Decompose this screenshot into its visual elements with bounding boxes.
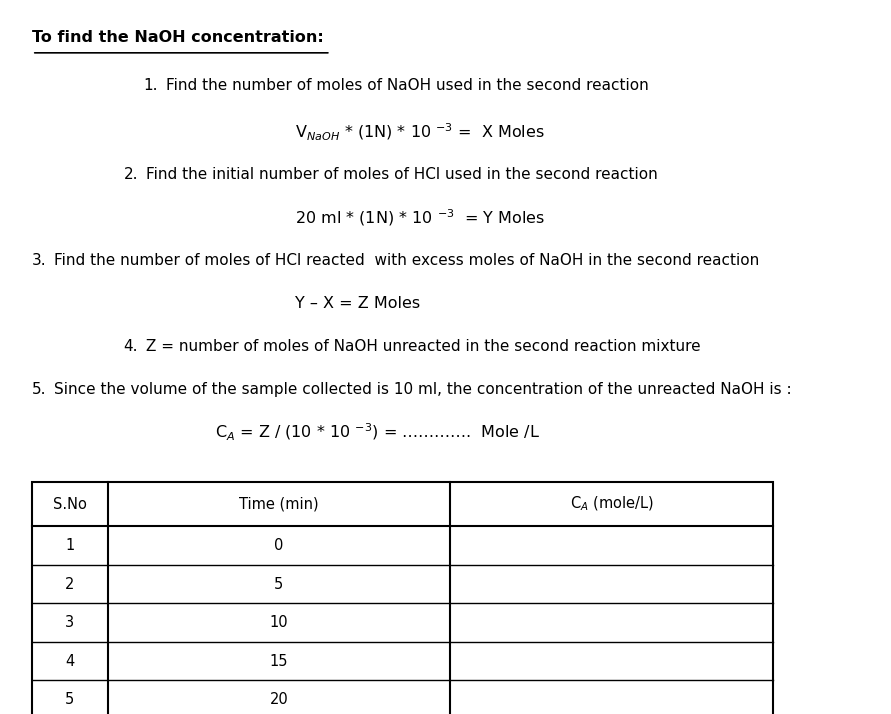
Text: S.No: S.No [53,496,86,512]
Text: 20 ml * (1N) * 10 $^{-3}$  = Y Moles: 20 ml * (1N) * 10 $^{-3}$ = Y Moles [295,208,544,228]
Text: 10: 10 [270,615,289,630]
Text: Find the number of moles of HCl reacted  with excess moles of NaOH in the second: Find the number of moles of HCl reacted … [54,253,759,268]
Text: 15: 15 [270,653,288,669]
Text: 3.: 3. [32,253,46,268]
Text: Z = number of moles of NaOH unreacted in the second reaction mixture: Z = number of moles of NaOH unreacted in… [146,338,700,354]
Text: 5: 5 [65,692,74,708]
Text: 1.: 1. [143,78,158,94]
Text: 20: 20 [270,692,289,708]
Text: To find the NaOH concentration:: To find the NaOH concentration: [32,30,323,45]
Text: 4.: 4. [124,338,138,354]
Text: Y – X = Z Moles: Y – X = Z Moles [295,296,420,311]
Text: V$_{NaOH}$ * (1N) * 10 $^{-3}$ =  X Moles: V$_{NaOH}$ * (1N) * 10 $^{-3}$ = X Moles [295,121,544,143]
Text: 1: 1 [65,538,74,553]
Text: 2: 2 [65,576,75,592]
Text: 2.: 2. [124,167,138,183]
Text: 4: 4 [65,653,74,669]
Text: 3: 3 [65,615,74,630]
Text: 0: 0 [274,538,283,553]
Text: Find the number of moles of NaOH used in the second reaction: Find the number of moles of NaOH used in… [166,78,649,94]
Text: Since the volume of the sample collected is 10 ml, the concentration of the unre: Since the volume of the sample collected… [54,381,792,397]
Text: C$_A$ = Z / (10 * 10 $^{-3}$) = ………….  Mole /L: C$_A$ = Z / (10 * 10 $^{-3}$) = …………. Mo… [215,421,540,443]
Text: 5.: 5. [32,381,46,397]
Text: C$_A$ (mole/L): C$_A$ (mole/L) [569,495,654,513]
Text: 5: 5 [274,576,283,592]
Text: Find the initial number of moles of HCl used in the second reaction: Find the initial number of moles of HCl … [146,167,658,183]
Text: Time (min): Time (min) [239,496,319,512]
Bar [32,482,773,714]
